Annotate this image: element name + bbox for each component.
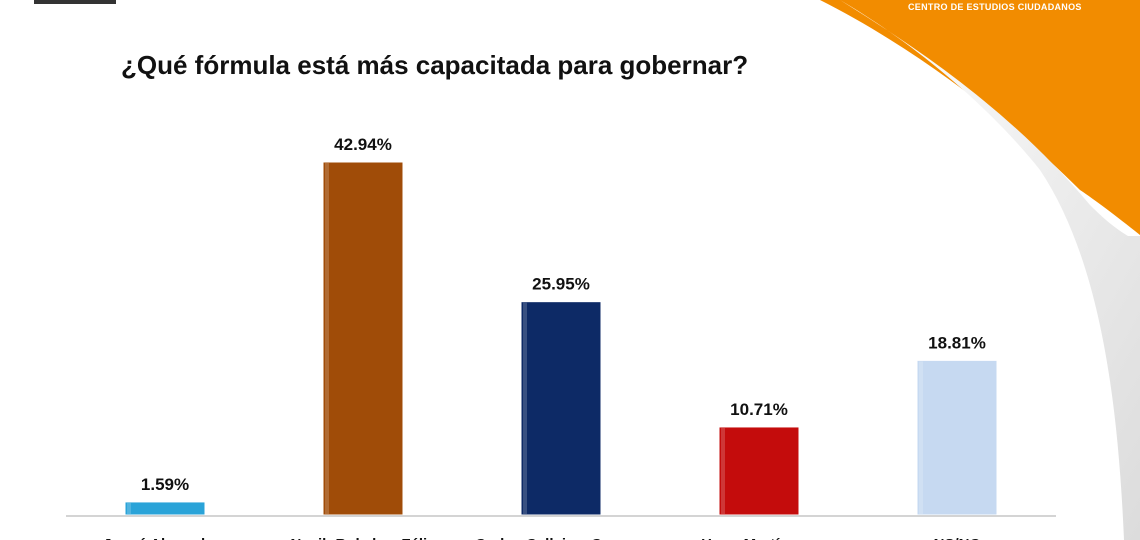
value-label-4: 10.71%	[730, 400, 788, 419]
category-label-2: Nayib Bukele y Félix	[290, 536, 436, 540]
bar-3	[520, 301, 602, 516]
brand-name: CENTRO DE ESTUDIOS CIUDADANOS	[908, 2, 1082, 12]
bars-group	[124, 161, 998, 516]
bar-1	[124, 501, 206, 516]
page-curl	[840, 0, 1140, 540]
bar-highlight-4	[721, 427, 725, 514]
bar-highlight-1	[127, 502, 131, 514]
labels-group: 1.59% Josué Alvarado y 42.94% Nayib Bukele …	[103, 135, 986, 540]
bar-4	[718, 426, 800, 516]
logo-fragment	[34, 0, 116, 4]
orange-corner-band	[820, 0, 1140, 235]
category-label-3: Carlos Calleja y Carmen	[475, 536, 647, 540]
value-label-3: 25.95%	[532, 275, 590, 294]
value-label-5: 18.81%	[928, 333, 986, 352]
chart-title: ¿Qué fórmula está más capacitada para go…	[121, 50, 749, 80]
category-label-1: Josué Alvarado y	[103, 536, 227, 540]
bar-highlight-5	[919, 361, 923, 514]
category-label-5: NS/NC	[934, 536, 981, 540]
bar-highlight-3	[523, 302, 527, 514]
value-label-1: 1.59%	[141, 475, 189, 494]
bar-2	[322, 161, 404, 516]
value-label-2: 42.94%	[334, 135, 392, 154]
bar-5	[916, 359, 998, 516]
category-label-4: Hugo Martínez y	[701, 536, 817, 540]
bar-highlight-2	[325, 163, 329, 514]
